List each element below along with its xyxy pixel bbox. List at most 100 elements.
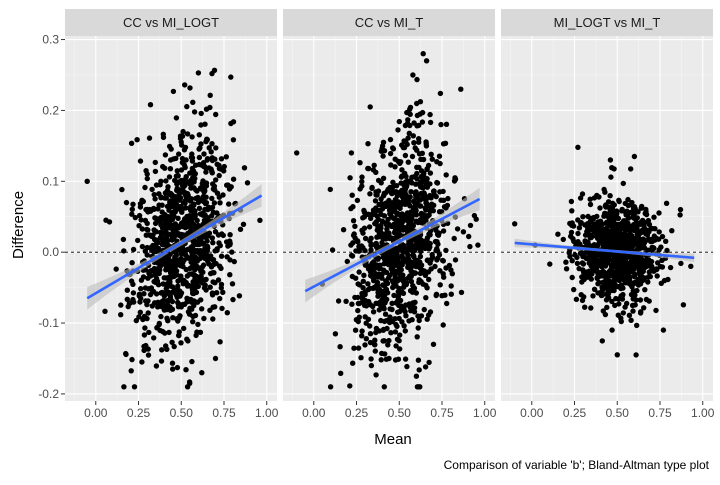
data-point bbox=[379, 357, 384, 362]
x-tick-label: 0.50 bbox=[388, 406, 412, 420]
data-point bbox=[150, 232, 155, 237]
data-point bbox=[394, 183, 399, 188]
y-tick-label: -0.1 bbox=[38, 316, 59, 330]
data-point bbox=[337, 344, 342, 349]
data-point bbox=[193, 255, 198, 260]
data-point bbox=[594, 267, 599, 272]
data-point bbox=[224, 154, 229, 159]
y-tick-label: 0.1 bbox=[42, 174, 59, 188]
data-point bbox=[144, 316, 149, 321]
data-point bbox=[642, 287, 647, 292]
data-point bbox=[403, 174, 408, 179]
data-point bbox=[394, 324, 399, 329]
data-point bbox=[173, 264, 178, 269]
data-point bbox=[198, 122, 203, 127]
data-point bbox=[173, 194, 178, 199]
data-point bbox=[382, 351, 387, 356]
data-point bbox=[438, 122, 443, 127]
data-point bbox=[140, 226, 145, 231]
data-point bbox=[615, 352, 620, 357]
data-point bbox=[613, 236, 618, 241]
data-point bbox=[351, 346, 356, 351]
data-point bbox=[185, 384, 190, 389]
data-point bbox=[630, 303, 635, 308]
data-point bbox=[664, 201, 669, 206]
data-point bbox=[170, 366, 175, 371]
data-point bbox=[121, 384, 126, 389]
data-point bbox=[193, 242, 198, 247]
data-point bbox=[208, 166, 213, 171]
data-point bbox=[350, 361, 355, 366]
data-point bbox=[570, 275, 575, 280]
data-point bbox=[189, 155, 194, 160]
data-point bbox=[377, 307, 382, 312]
data-point bbox=[375, 294, 380, 299]
data-point bbox=[434, 159, 439, 164]
data-point bbox=[190, 319, 195, 324]
data-point bbox=[444, 122, 449, 127]
data-point bbox=[458, 87, 463, 92]
data-point bbox=[455, 226, 460, 231]
data-point bbox=[389, 224, 394, 229]
data-point bbox=[434, 293, 439, 298]
data-point bbox=[416, 136, 421, 141]
data-point bbox=[182, 191, 187, 196]
data-point bbox=[426, 212, 431, 217]
data-point bbox=[600, 238, 605, 243]
data-point bbox=[408, 189, 413, 194]
data-point bbox=[186, 297, 191, 302]
data-point bbox=[376, 217, 381, 222]
data-point bbox=[197, 145, 202, 150]
data-point bbox=[159, 358, 164, 363]
data-point bbox=[189, 359, 194, 364]
data-point bbox=[379, 149, 384, 154]
data-point bbox=[411, 120, 416, 125]
data-point bbox=[623, 235, 628, 240]
data-point bbox=[338, 371, 343, 376]
data-point bbox=[647, 222, 652, 227]
data-point bbox=[153, 221, 158, 226]
data-point bbox=[376, 188, 381, 193]
data-point bbox=[214, 290, 219, 295]
data-point bbox=[157, 182, 162, 187]
data-point bbox=[414, 77, 419, 82]
data-point bbox=[419, 174, 424, 179]
data-point bbox=[406, 256, 411, 261]
data-point bbox=[336, 298, 341, 303]
data-point bbox=[230, 281, 235, 286]
data-point bbox=[367, 191, 372, 196]
data-point bbox=[165, 299, 170, 304]
data-point bbox=[433, 239, 438, 244]
x-tick-label: 1.00 bbox=[255, 406, 279, 420]
data-point bbox=[219, 254, 224, 259]
data-point bbox=[406, 275, 411, 280]
data-point bbox=[582, 305, 587, 310]
data-point bbox=[195, 322, 200, 327]
data-point bbox=[640, 278, 645, 283]
data-point bbox=[187, 266, 192, 271]
data-point bbox=[619, 319, 624, 324]
data-point bbox=[383, 312, 388, 317]
data-point bbox=[365, 281, 370, 286]
data-point bbox=[130, 207, 135, 212]
data-point bbox=[161, 281, 166, 286]
data-point bbox=[176, 151, 181, 156]
data-point bbox=[428, 257, 433, 262]
data-point bbox=[129, 141, 134, 146]
data-point bbox=[352, 295, 357, 300]
data-point bbox=[362, 226, 367, 231]
data-point bbox=[228, 74, 233, 79]
data-point bbox=[398, 260, 403, 265]
data-point bbox=[575, 145, 580, 150]
data-point bbox=[599, 293, 604, 298]
y-axis-title: Difference bbox=[10, 191, 27, 259]
data-point bbox=[371, 167, 376, 172]
data-point bbox=[387, 273, 392, 278]
data-point bbox=[232, 259, 237, 264]
data-point bbox=[356, 319, 361, 324]
data-point bbox=[144, 302, 149, 307]
data-point bbox=[403, 153, 408, 158]
data-point bbox=[629, 292, 634, 297]
data-point bbox=[428, 120, 433, 125]
data-point bbox=[349, 150, 354, 155]
